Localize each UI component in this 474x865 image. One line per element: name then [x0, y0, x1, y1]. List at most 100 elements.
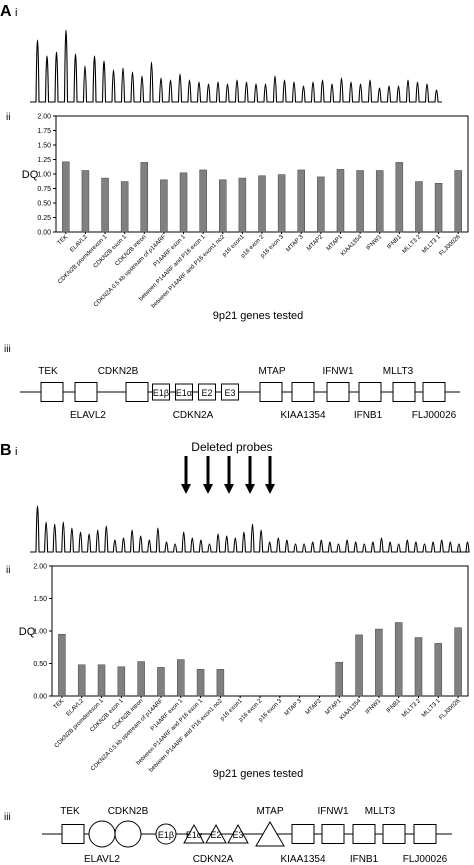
- bar: [216, 669, 225, 697]
- gene-label: IFNB1: [350, 854, 379, 865]
- gene-label-cdkn2a: CDKN2A: [173, 410, 214, 421]
- gene-circle: [88, 820, 116, 848]
- bar: [101, 177, 109, 233]
- gene-box: [61, 824, 85, 844]
- gene-box: [40, 382, 64, 402]
- gene-label: FLJ00026: [412, 410, 457, 421]
- gene-label: TEK: [60, 806, 80, 817]
- bar: [317, 176, 325, 233]
- y-tick-label: 0.25: [37, 215, 51, 222]
- x-tick-label: MLLT3 2: [402, 234, 423, 255]
- gene-box: [152, 383, 170, 401]
- bar: [454, 170, 462, 233]
- gene-box: [291, 382, 315, 402]
- gene-box: [291, 824, 315, 844]
- gene-circle: [114, 820, 142, 848]
- arrow-head: [224, 484, 234, 494]
- gene-box: [413, 824, 437, 844]
- x-tick-label: MTAP1: [326, 234, 345, 253]
- gene-triangle: [227, 823, 249, 844]
- y-tick-label: 1.50: [37, 143, 51, 150]
- x-tick-label: between P14ARF and P16 exon1 no2: [151, 234, 227, 310]
- y-tick-label: 0.00: [37, 230, 51, 237]
- gene-box: [352, 824, 376, 844]
- arrow-head: [245, 484, 255, 494]
- y-tick-label: 2.00: [37, 114, 51, 121]
- signal-trace: [30, 505, 470, 553]
- gene-box: [422, 382, 446, 402]
- trace-b: [30, 505, 470, 553]
- y-tick-label: 1.00: [37, 172, 51, 179]
- x-tick-label: TEK: [57, 234, 69, 246]
- gene-label: E3: [224, 388, 235, 398]
- x-tick-label: IFNB1: [386, 698, 403, 715]
- x-tick-label: ELAVL2: [66, 698, 86, 718]
- bar: [356, 170, 364, 233]
- gene-label: MLLT3: [365, 806, 396, 817]
- panel-b-xlabel: 9p21 genes tested: [213, 768, 304, 780]
- bar: [97, 664, 106, 697]
- x-tick-label: MLLT3 2: [401, 698, 422, 719]
- bar: [117, 666, 126, 697]
- x-tick-label: CDKN2A 0.5 kb upstream of p14ARF: [93, 234, 168, 309]
- signal-trace: [30, 29, 442, 103]
- deleted-probes-label: Deleted probes: [191, 440, 272, 454]
- bar: [199, 169, 207, 233]
- y-tick-label: 0.75: [37, 186, 51, 193]
- x-tick-label: FLJ00026: [438, 234, 462, 258]
- x-tick-label: MTAP 3: [285, 234, 305, 254]
- panel-a-xlabel: 9p21 genes tested: [213, 310, 304, 322]
- gene-label: E1β: [158, 830, 174, 840]
- gene-triangle: [183, 823, 205, 844]
- gene-label: CDKN2B: [98, 366, 139, 377]
- y-axis-label: DQ: [19, 626, 36, 638]
- bar: [355, 634, 363, 697]
- bar: [395, 162, 404, 233]
- bar: [414, 637, 423, 697]
- bar: [434, 643, 443, 697]
- y-tick-label: 2.00: [33, 564, 47, 571]
- bar: [160, 179, 168, 233]
- bar: [196, 669, 205, 697]
- gene-label: IFNW1: [322, 366, 354, 377]
- gene-label: E1α: [176, 388, 192, 398]
- gene-label: E2: [201, 388, 212, 398]
- gene-label: E1α: [186, 830, 202, 840]
- x-tick-label: ELAVL2: [69, 234, 89, 254]
- gene-box: [198, 383, 216, 401]
- gene-box: [259, 382, 283, 402]
- bar: [277, 174, 286, 233]
- x-tick-label: IFNW1: [366, 234, 384, 252]
- y-tick-label: 1.00: [33, 629, 47, 636]
- gene-label: FLJ00026: [403, 854, 448, 865]
- gene-circle: [155, 823, 177, 845]
- y-tick-label: 1.25: [37, 157, 51, 164]
- bar: [415, 181, 423, 233]
- bar: [219, 179, 227, 233]
- gene-box: [175, 383, 193, 401]
- y-tick-label: 0.00: [33, 694, 47, 701]
- x-tick-label: IFNB1: [386, 234, 403, 251]
- bar: [375, 628, 383, 697]
- bar: [336, 169, 345, 233]
- bar: [238, 177, 247, 233]
- panel-b-sub-i: i: [15, 446, 17, 458]
- gene-box: [321, 824, 345, 844]
- bar: [137, 661, 145, 697]
- gene-triangle: [255, 821, 285, 847]
- x-tick-label: FLJ00026: [438, 698, 462, 722]
- x-tick-label: MTAP2: [305, 698, 324, 717]
- bar: [179, 172, 188, 233]
- bar: [297, 169, 305, 233]
- y-axis-label: DQ: [22, 169, 39, 181]
- x-tick-label: MTAP2: [306, 234, 325, 253]
- gene-label: ELAVL2: [70, 410, 106, 421]
- panel-b-letter: B: [0, 442, 12, 459]
- panel-b-sub-ii: ii: [6, 565, 10, 576]
- gene-label-cdkn2a: CDKN2A: [193, 854, 234, 865]
- arrow-head: [265, 484, 275, 494]
- panel-b-sub-iii: iii: [4, 812, 11, 823]
- bar: [77, 664, 86, 697]
- gene-box: [326, 382, 350, 402]
